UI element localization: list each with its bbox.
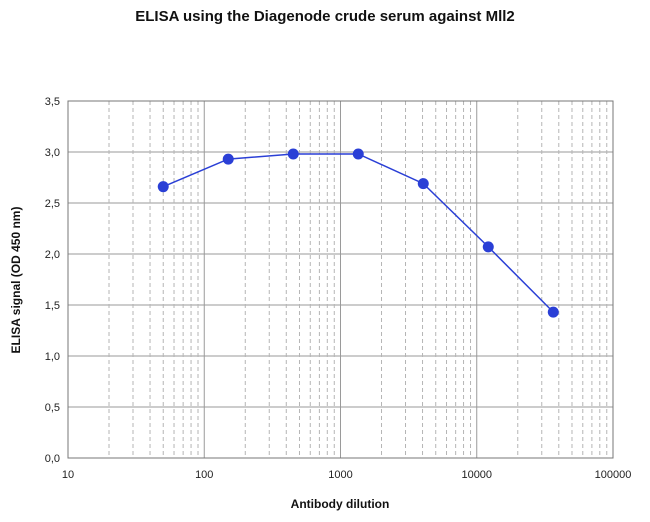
x-tick-label: 10 [62,469,74,481]
y-axis-label: ELISA signal (OD 450 nm) [9,207,23,354]
data-point [482,241,494,253]
x-tick-label: 100 [195,469,213,481]
x-tick-label: 100000 [595,469,632,481]
data-point [287,148,299,160]
series-line [162,153,554,313]
x-axis-label: Antibody dilution [291,497,390,511]
y-tick-label: 2,5 [45,198,60,210]
y-tick-label: 1,0 [45,351,60,363]
data-point [222,153,234,165]
data-point [157,181,169,193]
y-tick-label: 0,5 [45,402,60,414]
grid [68,101,613,458]
data-point [417,178,429,190]
y-tick-label: 2,0 [45,249,60,261]
data-point [547,306,559,318]
y-tick-label: 3,0 [45,147,60,159]
x-tick-label: 10000 [461,469,492,481]
y-tick-label: 0,0 [45,453,60,465]
chart-title: ELISA using the Diagenode crude serum ag… [135,8,515,25]
y-tick-label: 1,5 [45,300,60,312]
y-tick-label: 3,5 [45,96,60,108]
plot-frame [67,100,614,459]
y-tick-labels: 0,0 0,5 1,0 1,5 2,0 2,5 3,0 3,5 [45,96,60,465]
x-tick-label: 1000 [328,469,352,481]
series [157,148,559,318]
x-tick-labels: 10 100 1000 10000 100000 [62,469,631,481]
data-point [352,148,364,160]
